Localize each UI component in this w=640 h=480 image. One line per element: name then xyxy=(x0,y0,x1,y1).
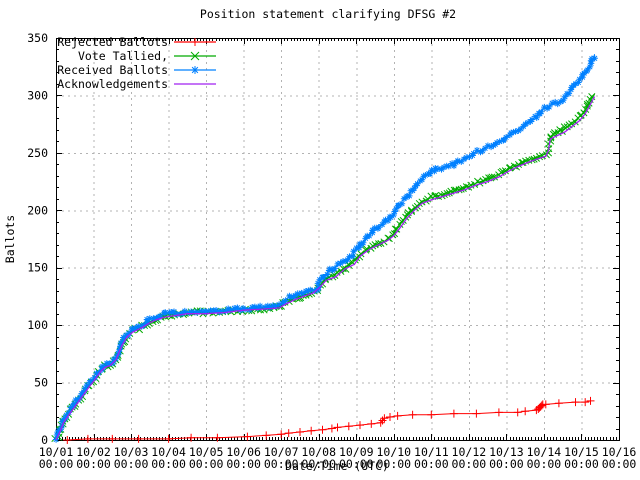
series-line-acknowledgements xyxy=(55,96,596,441)
plot-border xyxy=(56,38,620,441)
x-tick-label-time: 00:00 xyxy=(414,457,449,471)
x-tick-label-time: 00:00 xyxy=(452,457,487,471)
grid-lines xyxy=(56,38,619,440)
x-tick-label-time: 00:00 xyxy=(76,457,111,471)
x-tick-label-date: 10/14 xyxy=(527,445,562,459)
x-tick-label-time: 00:00 xyxy=(339,457,374,471)
x-tick-label-time: 00:00 xyxy=(226,457,261,471)
legend-sample-marker-star xyxy=(191,66,199,74)
y-tick-label: 50 xyxy=(34,376,48,390)
legend-label-acknowledgements: Acknowledgements xyxy=(57,77,168,91)
series-markers-vote-tallied xyxy=(51,93,596,443)
y-tick-label: 250 xyxy=(27,146,48,160)
x-tick-label-date: 10/15 xyxy=(564,445,599,459)
x-axis-label: Date/Time (UTC) xyxy=(285,459,389,473)
x-tick-label-time: 00:00 xyxy=(114,457,149,471)
x-tick-label-date: 10/02 xyxy=(76,445,111,459)
series-markers-rejected-ballots xyxy=(63,396,595,444)
legend-label-vote-tallied: Vote Tallied, xyxy=(78,49,168,63)
x-tick-label-time: 00:00 xyxy=(264,457,299,471)
x-tick-label-date: 10/06 xyxy=(226,445,261,459)
legend-sample-marker-cross xyxy=(190,51,200,61)
y-tick-label: 100 xyxy=(27,318,48,332)
x-tick-label-date: 10/07 xyxy=(264,445,299,459)
x-tick-label-time: 00:00 xyxy=(301,457,336,471)
series-line-vote-tallied xyxy=(55,94,596,441)
x-tick-label-date: 10/16 xyxy=(602,445,637,459)
x-tick-label-date: 10/03 xyxy=(114,445,149,459)
y-tick-label: 350 xyxy=(27,31,48,45)
x-tick-label-time: 00:00 xyxy=(564,457,599,471)
x-tick-label-date: 10/12 xyxy=(452,445,487,459)
x-tick-label-date: 10/08 xyxy=(301,445,336,459)
legend-label-rejected-ballots: Rejected Ballots xyxy=(57,35,168,49)
x-tick-label-time: 00:00 xyxy=(151,457,186,471)
x-tick-label-date: 10/04 xyxy=(151,445,186,459)
axis-ticks xyxy=(56,38,620,441)
x-tick-label-date: 10/05 xyxy=(189,445,224,459)
y-axis-label: Ballots xyxy=(3,215,17,263)
x-tick-label-time: 00:00 xyxy=(602,457,637,471)
series-layer xyxy=(51,53,598,444)
series-line-received-ballots xyxy=(55,53,596,441)
y-tick-label: 0 xyxy=(41,433,48,447)
x-tick-label-time: 00:00 xyxy=(376,457,411,471)
x-tick-labels: 10/0100:0010/0200:0010/0300:0010/0400:00… xyxy=(39,445,637,471)
y-tick-label: 200 xyxy=(27,203,48,217)
legend-sample-marker-plus xyxy=(191,38,199,46)
legend-label-received-ballots: Received Ballots xyxy=(57,63,168,77)
series-line-rejected-ballots xyxy=(67,400,591,441)
x-tick-label-date: 10/01 xyxy=(39,445,74,459)
x-tick-label-date: 10/09 xyxy=(339,445,374,459)
x-tick-label-date: 10/13 xyxy=(489,445,524,459)
y-tick-labels: 0 50 100 150 200 250 300 350 xyxy=(27,31,48,447)
chart-title: Position statement clarifying DFSG #2 xyxy=(200,7,456,21)
x-tick-label-date: 10/10 xyxy=(376,445,411,459)
y-tick-label: 150 xyxy=(27,261,48,275)
x-tick-label-time: 00:00 xyxy=(39,457,74,471)
y-tick-label: 300 xyxy=(27,88,48,102)
x-tick-label-date: 10/11 xyxy=(414,445,449,459)
x-tick-label-time: 00:00 xyxy=(189,457,224,471)
x-tick-label-time: 00:00 xyxy=(489,457,524,471)
series-markers-received-ballots xyxy=(52,55,598,443)
x-tick-label-time: 00:00 xyxy=(527,457,562,471)
